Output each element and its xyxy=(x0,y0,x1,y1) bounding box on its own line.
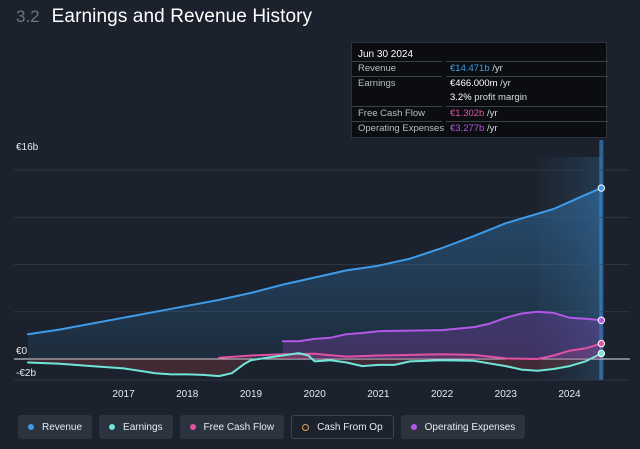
revenue-area xyxy=(28,188,602,359)
legend-item-earnings[interactable]: Earnings xyxy=(99,415,173,439)
legend-item-cash-from-op[interactable]: Cash From Op xyxy=(291,415,394,439)
legend-label: Operating Expenses xyxy=(424,421,516,433)
earnings-marker xyxy=(597,349,606,358)
x-tick-label: 2023 xyxy=(495,389,518,400)
legend-label: Free Cash Flow xyxy=(203,421,275,433)
free-cash-flow-dot-icon xyxy=(189,424,196,430)
free-cash-flow-marker xyxy=(597,339,606,348)
x-tick-label: 2024 xyxy=(558,389,581,400)
earnings-dot-icon xyxy=(109,424,116,430)
tooltip-unit: /yr xyxy=(484,123,498,134)
tooltip-label: Earnings xyxy=(358,78,396,89)
legend-item-revenue[interactable]: Revenue xyxy=(18,415,93,439)
revenue-line xyxy=(27,187,603,336)
x-tick-label: 2021 xyxy=(367,389,390,400)
tooltip-label: Free Cash Flow xyxy=(358,108,426,119)
y-tick-label: €0 xyxy=(16,346,28,357)
header: 3.2 Earnings and Revenue History xyxy=(16,6,312,32)
tooltip-value: €466.000m xyxy=(450,78,498,89)
tooltip-row-fcf: Free Cash Flow €1.302b /yr xyxy=(352,106,608,121)
x-tick-label: 2019 xyxy=(240,389,263,400)
tooltip-value: €3.277b xyxy=(450,123,485,134)
operating-expenses-area xyxy=(282,311,602,359)
x-tick-label: 2018 xyxy=(176,389,199,400)
tooltip-unit: /yr xyxy=(484,108,498,119)
x-tick-label: 2022 xyxy=(431,389,454,400)
revenue-marker xyxy=(597,184,606,192)
legend-label: Cash From Op xyxy=(317,421,383,433)
earnings-area xyxy=(28,353,602,377)
section-number: 3.2 xyxy=(16,7,40,26)
legend-label: Earnings xyxy=(123,421,163,433)
cursor-line xyxy=(599,140,604,380)
legend-label: Revenue xyxy=(42,421,83,433)
tooltip-value: €1.302b xyxy=(450,108,485,119)
earnings-line xyxy=(27,352,603,378)
operating-expenses-marker xyxy=(597,316,606,324)
chart-legend: Revenue Earnings Free Cash Flow Cash Fro… xyxy=(18,415,526,439)
free-cash-flow-area xyxy=(219,343,602,359)
page-title: Earnings and Revenue History xyxy=(51,6,313,27)
tooltip-label: Operating Expenses xyxy=(358,123,445,134)
operating-expenses-dot-icon xyxy=(410,424,417,430)
tooltip-row-revenue: Revenue €14.471b /yr xyxy=(352,61,608,76)
revenue-dot-icon xyxy=(28,424,34,430)
operating-expenses-line xyxy=(281,310,603,343)
tooltip-label: Revenue xyxy=(358,63,397,74)
y-tick-label: €16b xyxy=(16,142,39,153)
tooltip-row-earnings: Earnings €466.000m /yr xyxy=(352,76,608,91)
tooltip-unit: /yr xyxy=(497,78,511,89)
tooltip-date: Jun 30 2024 xyxy=(358,49,414,60)
legend-item-free-cash-flow[interactable]: Free Cash Flow xyxy=(179,415,285,439)
chart-tooltip: Jun 30 2024 Revenue €14.471b /yr Earning… xyxy=(351,42,608,138)
tooltip-value: €14.471b xyxy=(450,63,490,74)
y-tick-label: -€2b xyxy=(16,368,36,379)
tooltip-row-opex: Operating Expenses €3.277b /yr xyxy=(352,121,608,136)
tooltip-profit-margin: 3.2% profit margin xyxy=(450,92,528,103)
legend-item-operating-expenses[interactable]: Operating Expenses xyxy=(400,415,526,439)
tooltip-unit: /yr xyxy=(489,63,503,74)
x-tick-label: 2020 xyxy=(304,389,327,400)
x-tick-label: 2017 xyxy=(112,389,135,400)
cash-from-op-ring-icon xyxy=(302,423,310,431)
